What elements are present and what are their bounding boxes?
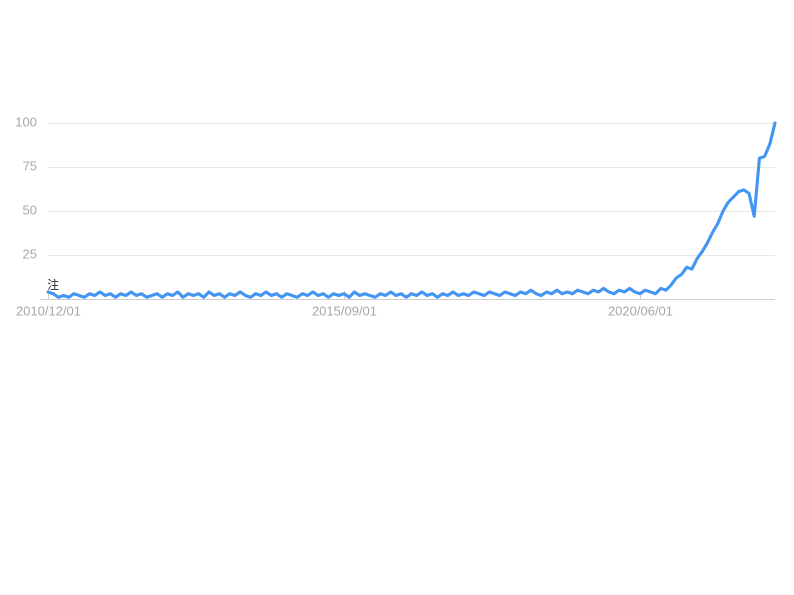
x-axis-labels-group: 2010/12/01 2015/09/01 2020/06/01 — [16, 304, 673, 319]
y-axis-labels-group: 25 50 75 100 — [15, 114, 37, 261]
start-annotation-marker: 注 — [47, 277, 59, 292]
x-axis-tick-label: 2010/12/01 — [16, 304, 81, 319]
start-annotation-glyph: 注 — [47, 277, 59, 292]
x-axis-tick-label: 2015/09/01 — [312, 304, 377, 319]
y-axis-tick-label: 75 — [23, 158, 37, 173]
y-axis-tick-label: 50 — [23, 202, 37, 217]
series-group — [46, 121, 777, 299]
y-axis-tick-label: 25 — [23, 246, 37, 261]
gridlines-group — [48, 123, 775, 256]
y-axis-tick-label: 100 — [15, 114, 37, 129]
x-axis-tick-label: 2020/06/01 — [608, 304, 673, 319]
series-line-path — [46, 121, 777, 299]
